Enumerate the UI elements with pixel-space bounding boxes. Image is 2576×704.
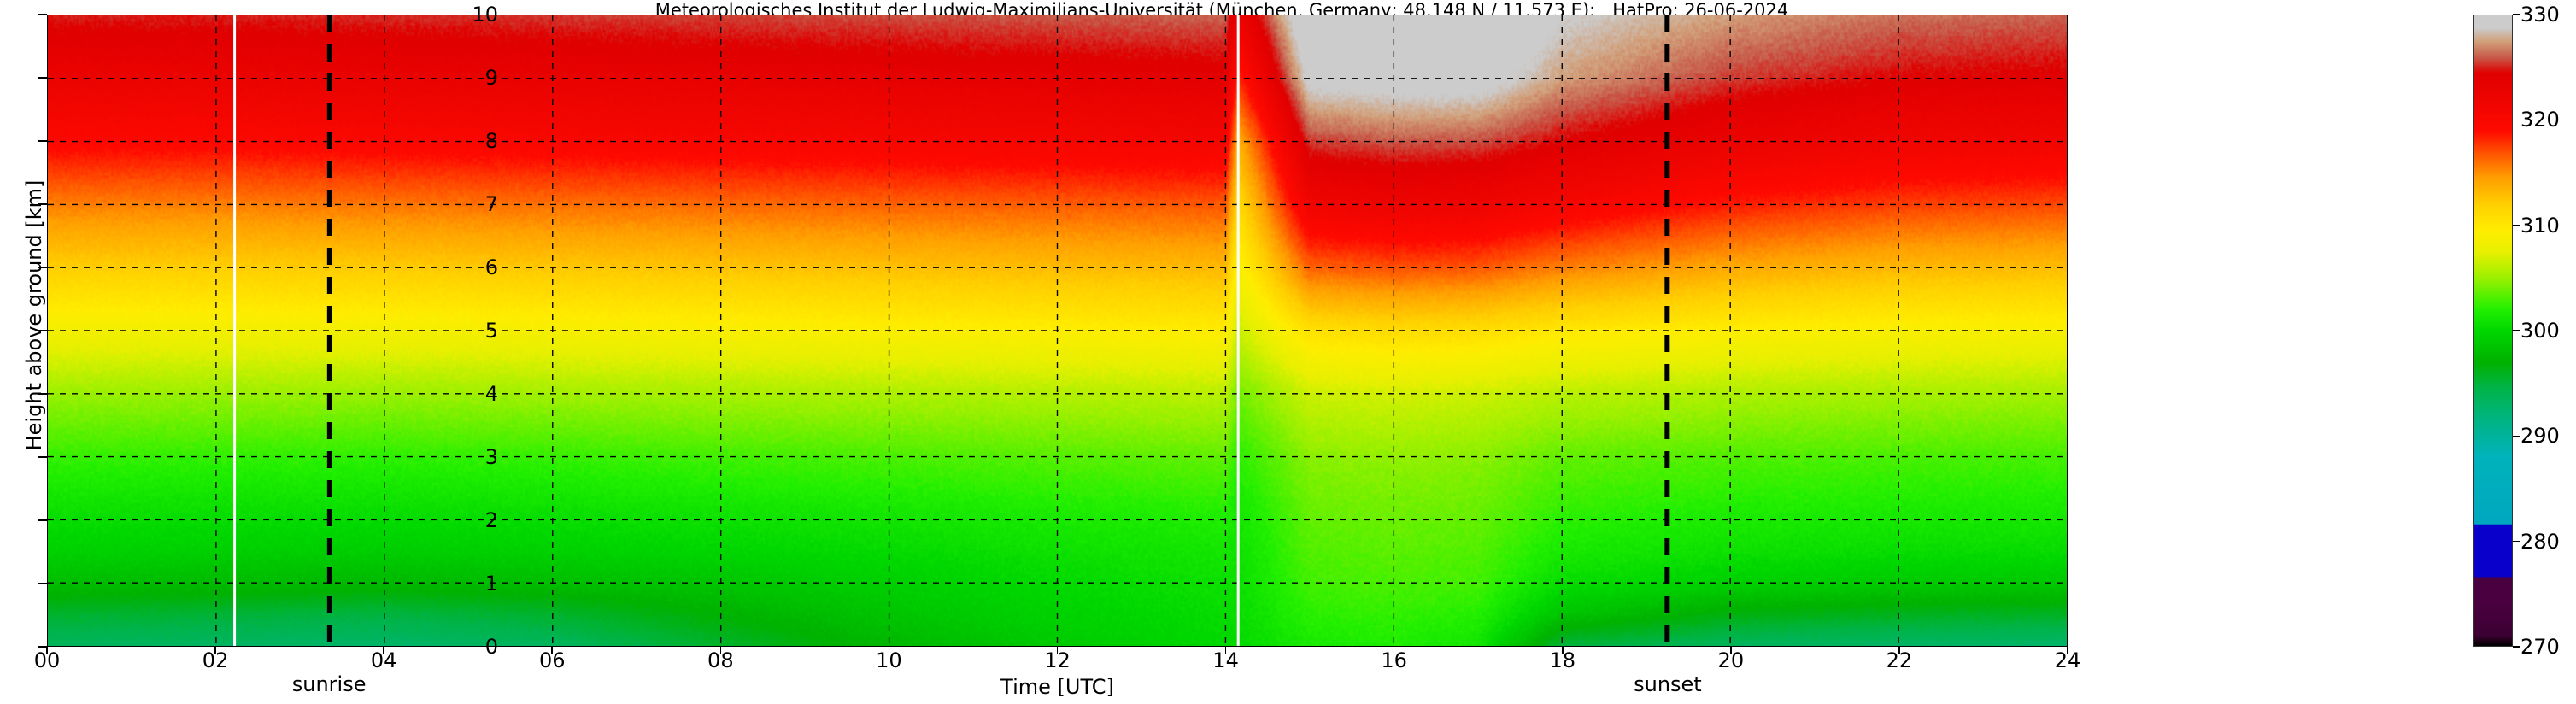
y-tick-mark bbox=[38, 14, 47, 15]
y-tick-label: 3 bbox=[447, 447, 498, 478]
y-tick-mark bbox=[38, 456, 47, 458]
event-label-sunrise: sunrise bbox=[291, 672, 367, 696]
colorbar-tick-text: 320 bbox=[2520, 108, 2560, 132]
colorbar-tick-mark bbox=[2513, 330, 2520, 331]
colorbar-tick-mark bbox=[2513, 646, 2520, 648]
y-tick-label: 10 bbox=[447, 4, 498, 35]
colorbar bbox=[2473, 15, 2513, 647]
y-tick-mark bbox=[38, 519, 47, 521]
colorbar-tick-label: 330 bbox=[2520, 4, 2576, 35]
colorbar-tick-text: 300 bbox=[2520, 319, 2560, 343]
y-tick-mark bbox=[38, 646, 47, 648]
y-tick-mark bbox=[38, 77, 47, 79]
x-tick-mark bbox=[1224, 647, 1227, 654]
y-tick-label: 8 bbox=[447, 131, 498, 161]
y-axis-label: Height above ground [km] bbox=[22, 179, 46, 451]
colorbar-tick-label: 320 bbox=[2520, 109, 2576, 140]
y-tick-text: 3 bbox=[484, 445, 498, 469]
colorbar-tick-label: 310 bbox=[2520, 215, 2576, 246]
y-tick-mark bbox=[38, 583, 47, 584]
y-tick-text: 7 bbox=[484, 192, 498, 216]
y-tick-text: 0 bbox=[484, 635, 498, 659]
y-tick-text: 4 bbox=[484, 382, 498, 406]
y-tick-text: 1 bbox=[484, 572, 498, 595]
y-tick-label: 0 bbox=[447, 637, 498, 667]
x-tick-mark bbox=[1898, 647, 1900, 654]
x-tick-mark bbox=[46, 647, 48, 654]
y-tick-label: 1 bbox=[447, 573, 498, 604]
x-tick-mark bbox=[214, 647, 216, 654]
y-tick-label: 2 bbox=[447, 510, 498, 541]
colorbar-tick-label: 270 bbox=[2520, 637, 2576, 667]
y-tick-text: 6 bbox=[484, 255, 498, 279]
y-tick-text: 2 bbox=[484, 508, 498, 532]
y-tick-text: 5 bbox=[484, 319, 498, 343]
x-tick-mark bbox=[2067, 647, 2068, 654]
x-tick-mark bbox=[888, 647, 890, 654]
event-label-sunset: sunset bbox=[1634, 672, 1702, 696]
heatmap-canvas bbox=[48, 15, 2067, 646]
y-tick-mark bbox=[38, 393, 47, 395]
y-tick-label: 6 bbox=[447, 257, 498, 288]
y-tick-text: 8 bbox=[484, 129, 498, 153]
y-tick-label: 5 bbox=[447, 320, 498, 351]
y-tick-label: 4 bbox=[447, 384, 498, 414]
colorbar-tick-mark bbox=[2513, 224, 2520, 226]
colorbar-tick-label: 280 bbox=[2520, 531, 2576, 562]
colorbar-tick-label: 290 bbox=[2520, 425, 2576, 456]
y-tick-mark bbox=[38, 330, 47, 331]
x-tick-mark bbox=[1730, 647, 1732, 654]
x-tick-mark bbox=[719, 647, 722, 654]
y-tick-text: 9 bbox=[484, 66, 498, 90]
y-tick-mark bbox=[38, 140, 47, 142]
y-tick-label: 9 bbox=[447, 67, 498, 98]
y-tick-mark bbox=[38, 203, 47, 205]
colorbar-tick-mark bbox=[2513, 435, 2520, 437]
colorbar-tick-text: 330 bbox=[2520, 3, 2560, 26]
colorbar-tick-text: 310 bbox=[2520, 213, 2560, 238]
colorbar-tick-text: 270 bbox=[2520, 635, 2560, 659]
colorbar-tick-mark bbox=[2513, 540, 2520, 543]
y-tick-label: 7 bbox=[447, 194, 498, 225]
x-tick-mark bbox=[1561, 647, 1564, 654]
x-tick-mark bbox=[1056, 647, 1059, 654]
x-tick-mark bbox=[1393, 647, 1395, 654]
colorbar-tick-mark bbox=[2513, 119, 2520, 121]
colorbar-tick-text: 280 bbox=[2520, 529, 2560, 554]
colorbar-tick-mark bbox=[2513, 14, 2520, 15]
colorbar-canvas bbox=[2474, 15, 2512, 646]
y-tick-mark bbox=[38, 267, 47, 268]
heatmap-plot-area bbox=[47, 15, 2068, 647]
x-tick-mark bbox=[551, 647, 554, 654]
x-axis-label: Time [UTC] bbox=[1000, 675, 1114, 699]
colorbar-tick-text: 290 bbox=[2520, 424, 2560, 449]
colorbar-tick-label: 300 bbox=[2520, 320, 2576, 351]
y-tick-text: 10 bbox=[472, 3, 498, 26]
x-tick-mark bbox=[383, 647, 384, 654]
